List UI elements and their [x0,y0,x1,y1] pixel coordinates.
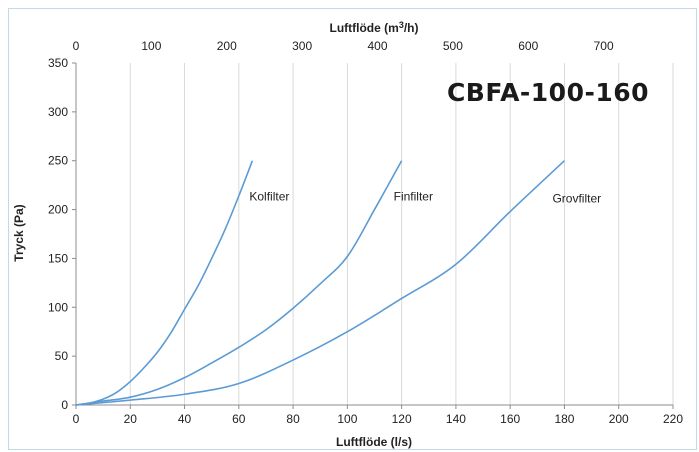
x-tick-label-20: 20 [124,412,138,426]
x-tick-label-200: 200 [609,412,629,426]
x2-tick-label-100: 100 [141,39,161,53]
x-tick-label-0: 0 [73,412,80,426]
y-tick-label-150: 150 [48,251,68,265]
x2-tick-label-0: 0 [73,39,80,53]
x-tick-label-80: 80 [286,412,300,426]
y-tick-label-50: 50 [55,349,69,363]
y-tick-label-0: 0 [61,398,68,412]
y-tick-label-250: 250 [48,154,68,168]
labels: CBFA-100-160 Luftflöde (l/s) Luftflöde (… [12,20,649,449]
x2-tick-label-400: 400 [367,39,387,53]
x2-tick-label-600: 600 [518,39,538,53]
y-tick-label-350: 350 [48,56,68,70]
series-line-kolfilter [75,160,254,406]
x-tick-label-100: 100 [337,412,357,426]
y-tick-label-200: 200 [48,203,68,217]
series-label-grovfilter: Grovfilter [552,192,601,206]
y-tick-label-100: 100 [48,300,68,314]
grid-lines [129,63,674,405]
chart-frame [8,8,697,450]
x2-axis-title: Luftflöde (m3/h) [329,20,418,35]
x2-tick-label-500: 500 [443,39,463,53]
x-tick-label-220: 220 [663,412,683,426]
chart-title: CBFA-100-160 [447,78,649,107]
series-label-kolfilter: Kolfilter [249,190,289,204]
x-axis-title: Luftflöde (l/s) [336,435,412,449]
x2-tick-label-300: 300 [292,39,312,53]
y-axis-title: Tryck (Pa) [12,204,26,261]
y-tick-label-300: 300 [48,105,68,119]
x-tick-label-160: 160 [500,412,520,426]
x2-tick-label-200: 200 [217,39,237,53]
series-line-finfilter [75,160,403,406]
x-tick-label-60: 60 [232,412,246,426]
x-tick-label-40: 40 [178,412,192,426]
x-tick-label-180: 180 [554,412,574,426]
x-tick-label-120: 120 [392,412,412,426]
series-lines [75,160,566,406]
series-label-finfilter: Finfilter [394,190,433,204]
axes: 0 20 40 60 80 100 120 140 160 180 200 220 0 50 100 150 2… [48,39,683,426]
x2-tick-label-700: 700 [594,39,614,53]
x-tick-label-140: 140 [446,412,466,426]
series-line-grovfilter [75,160,566,406]
